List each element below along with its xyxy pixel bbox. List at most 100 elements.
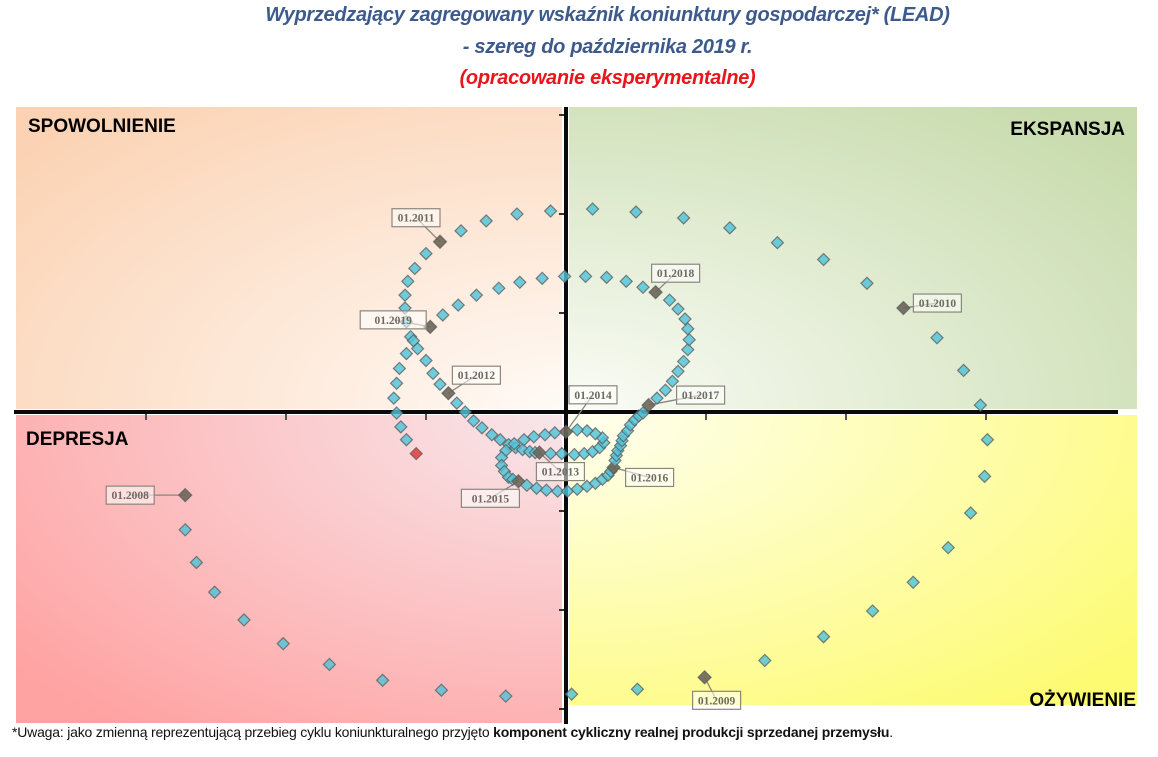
quadrant-label-ozywienie: OŻYWIENIE xyxy=(1029,690,1136,711)
callout-label: 01.2010 xyxy=(912,293,963,313)
chart-title: Wyprzedzający zagregowany wskaźnik koniu… xyxy=(265,4,950,26)
callout-label: 01.2014 xyxy=(568,385,618,405)
highlight-point xyxy=(896,300,911,316)
data-point xyxy=(676,354,691,369)
data-point xyxy=(479,214,494,228)
data-point xyxy=(451,298,466,312)
callout-text: 01.2016 xyxy=(631,472,669,484)
data-point xyxy=(650,391,664,405)
highlight-point xyxy=(697,669,712,685)
quadrant-label-spowolnienie: SPOWOLNIENIE xyxy=(28,116,176,137)
callout-label: 01.2012 xyxy=(451,365,501,385)
quadrant-bottom-left xyxy=(16,415,562,723)
callout-label: 01.2008 xyxy=(105,485,155,505)
callout-text: 01.2018 xyxy=(657,268,695,280)
callout-text: 01.2014 xyxy=(574,390,612,402)
data-point xyxy=(419,246,433,261)
data-point xyxy=(398,288,412,303)
data-point xyxy=(585,202,600,216)
data-point xyxy=(512,275,527,290)
data-point xyxy=(599,270,614,285)
callout-label: 01.2016 xyxy=(624,467,675,488)
callout-label: 01.2017 xyxy=(675,385,726,405)
callout-text: 01.2008 xyxy=(112,490,150,502)
highlight-point xyxy=(177,487,193,503)
data-point xyxy=(973,398,988,412)
quadrant-top-right xyxy=(569,107,1137,409)
data-point xyxy=(860,276,874,291)
highlight-point xyxy=(532,445,547,460)
data-point xyxy=(207,585,222,600)
data-point xyxy=(434,683,449,698)
quadrant-label-ekspansja: EKSPANSJA xyxy=(1010,119,1125,140)
data-point xyxy=(658,383,673,398)
data-point xyxy=(510,207,524,221)
highlight-point xyxy=(558,424,574,440)
last-point xyxy=(409,446,424,461)
data-point xyxy=(554,446,569,461)
data-point xyxy=(550,484,565,499)
data-point xyxy=(671,302,685,316)
chart-subtitle: - szereg do października 2019 r. xyxy=(462,36,753,58)
data-point xyxy=(680,321,695,336)
data-point xyxy=(682,332,697,347)
callout-label: 01.2015 xyxy=(460,488,520,508)
data-point xyxy=(392,361,407,376)
data-point xyxy=(393,420,408,434)
data-point xyxy=(322,657,337,672)
data-point xyxy=(535,271,550,286)
data-point xyxy=(498,689,513,703)
footnote: *Uwaga: jako zmienną reprezentującą prze… xyxy=(12,724,893,740)
data-point xyxy=(539,483,554,498)
data-point xyxy=(977,469,992,484)
data-point xyxy=(400,274,415,289)
data-point xyxy=(493,432,508,447)
footnote-bold: komponent cykliczny realnej produkcji sp… xyxy=(493,724,890,740)
data-point xyxy=(963,506,978,520)
data-point xyxy=(454,223,468,238)
callout-text: 01.2012 xyxy=(458,370,496,382)
data-point xyxy=(980,432,995,447)
callout-text: 01.2017 xyxy=(682,390,720,402)
quadrant-bottom-right xyxy=(569,415,1137,705)
data-point xyxy=(543,446,558,461)
highlight-point xyxy=(641,397,656,413)
data-point xyxy=(475,420,489,435)
footnote-suffix: . xyxy=(889,724,893,740)
data-point xyxy=(636,406,650,420)
data-point xyxy=(665,374,680,389)
data-point xyxy=(189,555,204,570)
quadrant-top-left xyxy=(16,107,562,409)
data-point xyxy=(276,636,291,651)
data-point xyxy=(407,261,422,276)
data-point xyxy=(636,280,650,295)
callout-label: 01.2019 xyxy=(359,310,427,330)
data-point xyxy=(757,653,772,668)
data-point xyxy=(770,235,785,250)
callout-text: 01.2010 xyxy=(919,298,957,310)
data-point xyxy=(529,481,544,496)
highlight-point xyxy=(648,284,663,300)
callout-text: 01.2011 xyxy=(398,213,435,225)
data-point xyxy=(433,377,447,392)
quadrant-label-depresja: DEPRESJA xyxy=(26,429,129,450)
data-point xyxy=(449,396,464,410)
highlight-point xyxy=(432,234,448,250)
data-point xyxy=(419,353,433,368)
data-point xyxy=(389,406,404,420)
data-point xyxy=(399,346,414,361)
data-point xyxy=(406,333,421,348)
data-point xyxy=(629,205,643,219)
data-point xyxy=(399,432,414,447)
data-point xyxy=(906,575,921,590)
data-point xyxy=(578,269,593,284)
data-point xyxy=(662,293,677,307)
footnote-text: *Uwaga: jako zmienną reprezentującą prze… xyxy=(12,724,494,740)
data-point xyxy=(671,364,685,379)
data-point xyxy=(680,342,695,357)
data-point xyxy=(491,281,506,296)
data-point xyxy=(676,211,691,225)
data-point xyxy=(619,274,634,289)
data-point xyxy=(426,366,440,381)
